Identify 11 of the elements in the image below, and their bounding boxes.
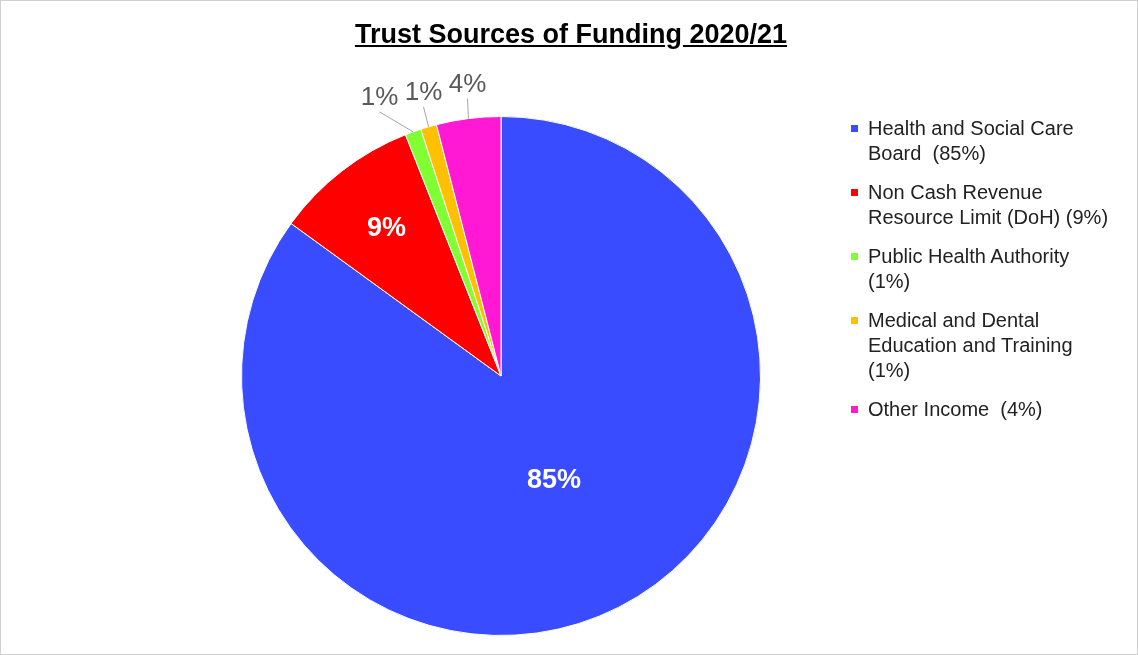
legend-label: Other Income (4%) [868,397,1043,422]
legend-label: Health and Social Care Board (85%) [868,116,1075,166]
data-label: 4% [448,67,487,98]
legend-label: Public Health Authority (1%) [868,244,1071,294]
data-label: 9% [366,211,406,242]
data-label: 1% [360,81,399,112]
data-label: 85% [526,463,582,494]
legend-label: Medical and Dental Education and Training (1%) [868,308,1074,383]
data-label: 1% [404,75,443,106]
legend-label: Non Cash Revenue Resource Limit (DoH) (9%) [868,180,1110,230]
chart-title: Trust Sources of Funding 2020/21 [353,19,789,50]
